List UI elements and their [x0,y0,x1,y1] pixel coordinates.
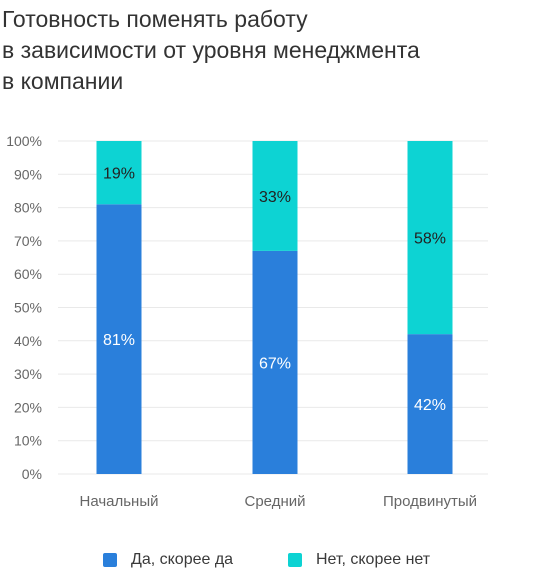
title-line-3: в компании [2,68,124,94]
data-label: 42% [414,397,446,414]
legend-label-no: Нет, скорее нет [316,551,431,568]
title-line-1: Готовность поменять работу [2,6,308,32]
y-tick-label: 0% [22,466,42,482]
x-tick-label: Средний [245,493,306,510]
data-label: 81% [103,332,135,349]
y-tick-label: 30% [14,366,42,382]
legend-item-yes: Да, скорее да [103,551,233,569]
chart-title: Готовность поменять работу в зависимости… [2,4,530,97]
data-label: 67% [259,355,291,372]
x-tick-label: Продвинутый [383,493,477,510]
y-tick-label: 70% [14,233,42,249]
data-label: 58% [414,231,446,248]
y-tick-label: 60% [14,266,42,282]
legend-swatch-yes [103,553,117,567]
bar-segment-no [407,141,453,335]
title-line-2: в зависимости от уровня менеджмента [2,37,420,63]
legend-item-no: Нет, скорее нет [288,551,430,569]
y-tick-label: 40% [14,333,42,349]
data-label: 33% [259,189,291,206]
bar-segment-yes [96,204,142,474]
bar-segment-yes [407,334,453,474]
y-tick-label: 90% [14,166,42,182]
bar-segment-no [252,141,298,251]
y-tick-label: 20% [14,399,42,415]
x-tick-label: Начальный [79,493,158,510]
y-tick-label: 10% [14,433,42,449]
legend-label-yes: Да, скорее да [131,551,234,568]
data-label: 19% [103,166,135,183]
legend-swatch-no [288,553,302,567]
y-tick-label: 50% [14,300,42,316]
bar-segment-yes [252,250,298,474]
bar-segment-no [96,141,142,205]
y-tick-label: 100% [6,133,42,149]
y-tick-label: 80% [14,200,42,216]
